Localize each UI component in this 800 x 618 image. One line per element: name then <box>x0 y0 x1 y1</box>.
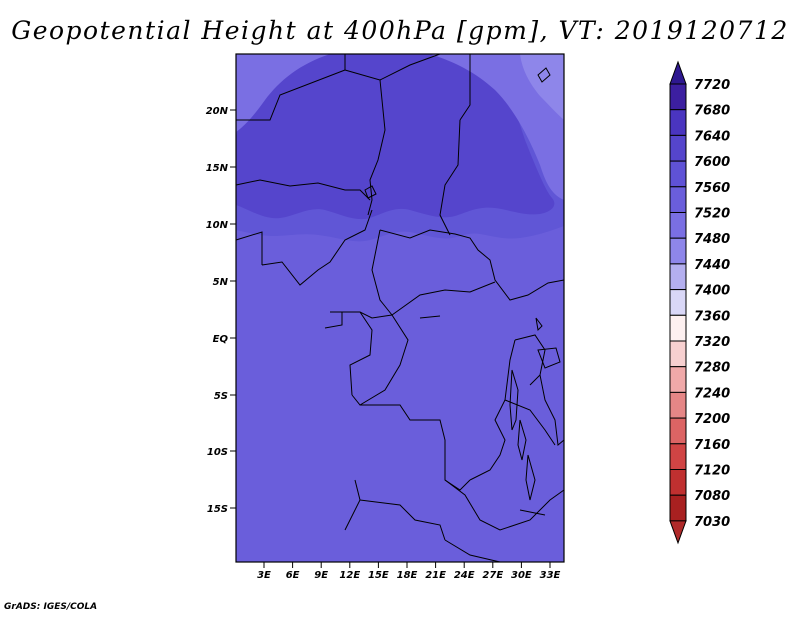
colorbar-swatch <box>669 109 687 136</box>
colorbar-label: 7120 <box>694 464 730 479</box>
map-title: Geopotential Height at 400hPa [gpm], VT:… <box>11 16 789 45</box>
lon-tick-label: 27E <box>482 570 503 581</box>
map-plot <box>235 53 565 563</box>
colorbar-swatch <box>669 494 687 522</box>
colorbar-label: 7200 <box>694 412 730 427</box>
colorbar-label: 7680 <box>694 104 730 119</box>
lon-tick-label: 12E <box>339 570 360 581</box>
lat-tick-label: 15N <box>206 163 229 174</box>
colorbar-label: 7600 <box>694 155 730 170</box>
colorbar-swatch <box>669 417 687 445</box>
lon-tick-label: 15E <box>368 570 389 581</box>
colorbar-swatch <box>669 289 687 316</box>
field-core <box>236 54 555 220</box>
lon-tick-label: 24E <box>454 570 475 581</box>
lat-tick-label: 10S <box>207 447 228 458</box>
lat-tick-label: 5N <box>213 277 229 288</box>
lon-tick-label: 33E <box>540 570 561 581</box>
colorbar-label: 7080 <box>694 489 730 504</box>
lat-tick-label: EQ <box>213 334 229 345</box>
colorbar-label: 7160 <box>694 438 730 453</box>
colorbar-swatch <box>669 186 687 214</box>
colorbar-swatch <box>669 340 687 368</box>
lon-tick-label: 30E <box>511 570 532 581</box>
lon-tick-label: 18E <box>397 570 418 581</box>
colorbar-swatch <box>669 314 687 342</box>
colorbar-label: 7480 <box>694 232 730 247</box>
colorbar-swatch <box>669 134 687 162</box>
lon-tick-label: 21E <box>425 570 446 581</box>
colorbar-label: 7030 <box>694 515 730 530</box>
colorbar: 7720 7680 7640 7600 7560 7520 7480 7440 7400 7360… <box>669 60 730 545</box>
colorbar-label: 7280 <box>694 361 730 376</box>
colorbar-swatch <box>669 237 687 265</box>
lat-tick-label: 10N <box>206 220 229 231</box>
colorbar-label: 7440 <box>694 258 730 273</box>
colorbar-swatch <box>669 443 687 470</box>
longitude-ticks: 3E 6E 9E 12E 15E 18E 21E 24E 27E 30E 33E <box>257 562 561 581</box>
lat-tick-label: 5S <box>214 391 228 402</box>
colorbar-label: 7640 <box>694 129 730 144</box>
colorbar-label: 7360 <box>694 309 730 324</box>
country-boundaries <box>235 53 565 563</box>
colorbar-label: 7560 <box>694 181 730 196</box>
field-nw-corner <box>236 54 330 132</box>
lon-tick-label: 9E <box>314 570 328 581</box>
colorbar-label: 7520 <box>694 207 730 222</box>
lakes <box>364 67 561 516</box>
colorbar-label: 7400 <box>694 284 730 299</box>
grads-credit: GrADS: IGES/COLA <box>4 602 98 612</box>
field-ne-corner <box>430 54 564 200</box>
colorbar-swatch <box>669 83 687 111</box>
lon-tick-label: 3E <box>257 570 271 581</box>
field-ne-corner-light <box>520 54 564 120</box>
map-frame <box>235 53 565 563</box>
colorbar-swatch <box>669 366 687 393</box>
colorbar-swatch <box>669 469 687 496</box>
lat-tick-label: 20N <box>206 106 229 117</box>
colorbar-swatch <box>669 391 687 419</box>
lat-tick-label: 15S <box>207 504 228 515</box>
latitude-ticks: 20N 15N 10N 5N EQ 5S 10S 15S <box>206 106 236 515</box>
colorbar-bottom-arrow <box>669 520 687 545</box>
colorbar-label: 7320 <box>694 335 730 350</box>
colorbar-label: 7240 <box>694 386 730 401</box>
colorbar-swatch <box>669 263 687 291</box>
colorbar-swatch <box>669 160 687 188</box>
colorbar-swatch <box>669 212 687 239</box>
colorbar-label: 7720 <box>694 78 730 93</box>
lon-tick-label: 6E <box>286 570 300 581</box>
colorbar-top-arrow <box>669 60 687 85</box>
